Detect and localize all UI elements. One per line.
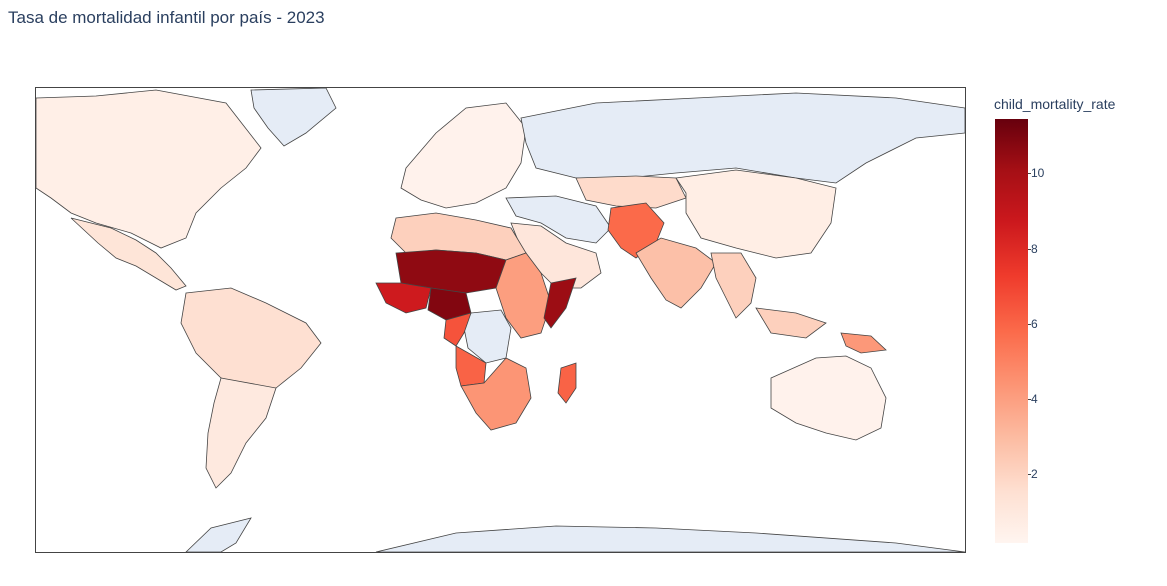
colorbar-tick-10: 10 [1027, 166, 1045, 180]
region-australia[interactable] [770, 355, 887, 441]
region-mexico-central-america[interactable] [70, 217, 187, 291]
region-south-america-south[interactable] [205, 377, 277, 489]
region-east-africa[interactable] [495, 252, 552, 339]
region-madagascar[interactable] [557, 362, 577, 404]
map-plot-area[interactable] [35, 87, 966, 553]
region-iran-turkey[interactable] [505, 195, 612, 244]
colorbar-tick-2: 2 [1028, 467, 1038, 481]
colorbar-tick-4: 4 [1028, 392, 1038, 406]
colorbar [995, 119, 1028, 543]
region-somalia[interactable] [543, 277, 577, 329]
region-central-asia[interactable] [575, 175, 687, 209]
region-southeast-asia[interactable] [710, 252, 827, 339]
chart-title: Tasa de mortalidad infantil por país - 2… [8, 8, 325, 27]
region-central-africa[interactable] [443, 312, 472, 347]
colorbar-tick-8: 8 [1028, 242, 1038, 256]
region-west-africa-coast[interactable] [375, 282, 432, 314]
region-antarctica[interactable] [185, 517, 965, 552]
colorbar-title: child_mortality_rate [994, 96, 1116, 112]
region-greenland[interactable] [250, 88, 337, 147]
region-south-america-north[interactable] [180, 287, 322, 389]
region-russia[interactable] [520, 92, 965, 184]
region-papua-new-guinea[interactable] [840, 332, 887, 354]
world-map[interactable] [36, 88, 965, 552]
region-india[interactable] [635, 237, 717, 309]
region-china[interactable] [675, 169, 837, 259]
colorbar-tick-6: 6 [1028, 317, 1038, 331]
region-north-america[interactable] [36, 89, 262, 249]
region-southern-africa[interactable] [460, 357, 532, 431]
region-europe[interactable] [400, 102, 527, 209]
